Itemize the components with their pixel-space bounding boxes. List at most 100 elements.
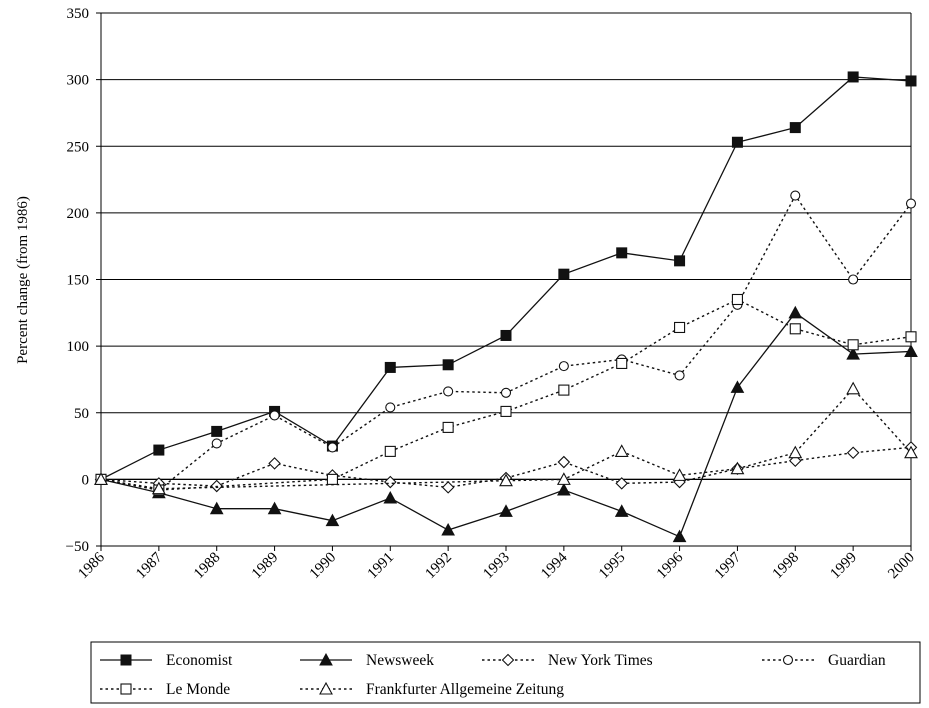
data-point-economist: [211, 425, 223, 437]
data-point-new-york-times: [846, 446, 860, 460]
y-tick-label: 300: [67, 73, 90, 89]
legend-label: Le Monde: [166, 681, 230, 698]
series-lines: [94, 71, 918, 543]
legend-item-guardian: Guardian: [762, 652, 886, 669]
legend: Economist Newsweek New York Times Guardian L…: [90, 641, 921, 704]
y-axis-title: Percent change (from 1986): [15, 196, 31, 364]
legend-label: Newsweek: [366, 652, 434, 669]
data-point-new-york-times: [615, 477, 628, 490]
data-point-newsweek: [557, 482, 571, 496]
data-point-frankfurter-allgemeine-zeitung: [730, 461, 745, 475]
data-point-newsweek: [325, 513, 340, 527]
axes: [96, 12, 912, 551]
y-tick-label: 150: [67, 273, 90, 289]
data-point-le-monde: [731, 293, 743, 306]
data-point-le-monde: [789, 323, 801, 335]
data-point-le-monde: [384, 445, 396, 457]
y-tick-label: 50: [74, 406, 89, 422]
legend-marker-frankfurter-allgemeine-zeitung: [319, 681, 333, 695]
x-tick-label: 1994: [538, 549, 571, 582]
legend-label: Guardian: [828, 652, 886, 669]
data-point-newsweek: [846, 347, 860, 360]
y-tick-label: 350: [67, 6, 90, 22]
y-tick-labels: −50 0 50 100 150 200 250 300 350: [66, 6, 89, 555]
data-point-guardian: [500, 387, 512, 398]
legend-marker-economist: [120, 654, 132, 666]
data-point-economist: [384, 361, 396, 373]
data-point-newsweek: [904, 344, 918, 357]
legend-item-le-monde: Le Monde: [100, 681, 230, 698]
data-point-new-york-times: [557, 455, 571, 469]
data-point-newsweek: [441, 522, 455, 536]
data-point-newsweek: [672, 529, 687, 543]
data-point-economist: [558, 268, 570, 280]
grid-lines: [101, 12, 911, 547]
legend-marker-le-monde: [120, 683, 132, 695]
data-point-le-monde: [905, 331, 917, 343]
x-tick-label: 1996: [654, 549, 687, 582]
data-point-economist: [847, 71, 859, 83]
data-point-frankfurter-allgemeine-zeitung: [151, 481, 166, 495]
x-tick-label: 1991: [365, 550, 398, 583]
data-point-frankfurter-allgemeine-zeitung: [94, 472, 108, 485]
data-point-newsweek: [209, 501, 224, 515]
data-point-guardian: [269, 410, 280, 421]
data-point-le-monde: [847, 339, 859, 351]
data-point-economist: [731, 136, 743, 148]
legend-marker-guardian: [782, 654, 794, 666]
data-point-newsweek: [383, 490, 398, 504]
data-point-guardian: [905, 198, 917, 209]
data-point-guardian: [443, 386, 454, 397]
data-point-guardian: [211, 438, 222, 449]
x-tick-label: 1990: [307, 550, 340, 583]
series-line-guardian: [100, 194, 912, 491]
data-point-le-monde: [326, 473, 338, 485]
data-point-newsweek: [788, 305, 803, 319]
legend-marker-newsweek: [319, 652, 333, 666]
series-newsweek: [94, 305, 918, 543]
data-point-frankfurter-allgemeine-zeitung: [788, 445, 803, 459]
data-point-le-monde: [558, 384, 570, 396]
data-point-economist: [905, 75, 917, 87]
data-point-new-york-times: [441, 481, 455, 494]
x-tick-label: 1998: [770, 550, 803, 583]
data-point-new-york-times: [384, 475, 397, 489]
series-frankfurter-allgemeine-zeitung: [94, 381, 918, 495]
series-guardian: [95, 190, 917, 496]
data-point-guardian: [385, 402, 396, 413]
data-point-le-monde: [442, 421, 454, 433]
data-point-economist: [789, 122, 801, 134]
x-tick-label: 1992: [422, 550, 455, 583]
data-point-le-monde: [616, 357, 628, 369]
x-tick-labels: 1986 1987 1988 1989 1990 1991 1992 1993 1994 1995…: [75, 549, 918, 582]
data-point-frankfurter-allgemeine-zeitung: [614, 444, 629, 457]
series-line-economist: [100, 76, 912, 480]
legend-item-frankfurter-allgemeine-zeitung: Frankfurter Allgemeine Zeitung: [300, 681, 564, 698]
data-point-newsweek: [267, 501, 282, 515]
data-point-frankfurter-allgemeine-zeitung: [672, 468, 687, 481]
y-tick-label: 100: [67, 339, 90, 355]
x-tick-label: 1993: [480, 550, 513, 583]
legend-marker-new-york-times: [501, 653, 515, 667]
data-point-guardian: [790, 190, 801, 201]
data-point-frankfurter-allgemeine-zeitung: [499, 473, 513, 487]
data-point-guardian: [327, 442, 338, 453]
x-tick-label: 2000: [885, 550, 918, 583]
data-point-economist: [442, 359, 454, 371]
y-tick-label: −50: [66, 539, 89, 555]
data-point-economist: [153, 444, 165, 456]
x-tick-label: 1987: [133, 549, 166, 582]
legend-label: Frankfurter Allgemeine Zeitung: [366, 681, 564, 698]
y-tick-label: 0: [82, 472, 90, 488]
series-line-new-york-times: [100, 446, 912, 489]
legend-frame: [90, 641, 921, 704]
x-tick-label: 1989: [249, 550, 282, 583]
y-tick-label: 200: [67, 206, 90, 222]
legend-item-newsweek: Newsweek: [300, 652, 434, 669]
data-point-newsweek: [614, 504, 629, 517]
data-point-frankfurter-allgemeine-zeitung: [846, 381, 861, 395]
legend-item-economist: Economist: [100, 652, 233, 669]
data-point-frankfurter-allgemeine-zeitung: [556, 472, 571, 485]
x-tick-label: 1995: [596, 550, 629, 583]
